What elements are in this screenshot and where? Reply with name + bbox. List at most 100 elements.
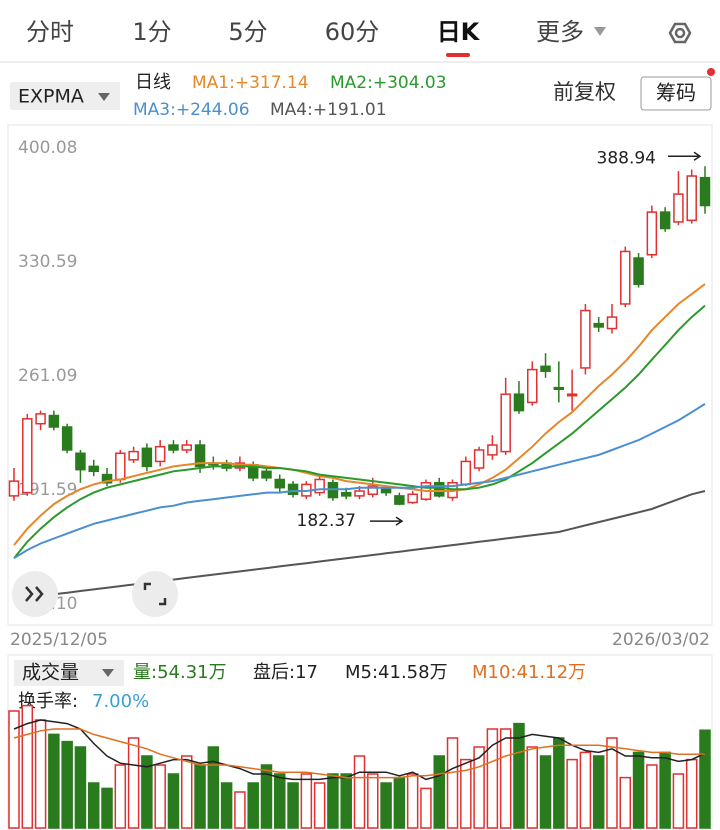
volume-bar xyxy=(646,764,658,829)
volume-bar xyxy=(486,728,499,829)
candle-body xyxy=(367,485,379,496)
volume-bar xyxy=(8,710,20,829)
adjust-button[interactable]: 前复权 xyxy=(553,80,616,104)
fullscreen-button[interactable] xyxy=(132,571,178,617)
candle-body xyxy=(620,250,631,305)
ma-line xyxy=(13,283,706,546)
volume-bar xyxy=(274,773,286,829)
candle-body xyxy=(606,316,618,330)
period: 日线 xyxy=(135,72,171,93)
candle-body xyxy=(633,257,644,286)
indicator[interactable]: EXPMA xyxy=(18,86,84,108)
volume-title[interactable]: 成交量 xyxy=(22,662,79,684)
tab[interactable]: 1分 xyxy=(132,18,171,46)
dropdown-arrow xyxy=(102,669,114,677)
volume-chart xyxy=(8,704,711,829)
candle-body xyxy=(699,176,711,207)
candle-body xyxy=(433,482,445,497)
tab-bar: 分时 1分 5分 60分 日K 更多 xyxy=(26,18,584,46)
y-tick-label: 191.59 xyxy=(18,480,77,500)
candle-body xyxy=(487,444,498,456)
candle-body xyxy=(274,478,286,489)
candle-body xyxy=(527,368,538,404)
volume-bar xyxy=(539,755,552,829)
max-label: 388.94 xyxy=(597,148,656,168)
candle-body xyxy=(354,490,365,497)
candle-body xyxy=(580,309,591,369)
volume-bar xyxy=(499,728,512,829)
volume-panel xyxy=(7,654,713,830)
volume-bar xyxy=(21,704,34,829)
candle-body xyxy=(566,393,578,397)
ma-line xyxy=(13,403,706,560)
volume-bar xyxy=(566,758,578,829)
volume-bar xyxy=(672,773,685,829)
chips-label[interactable]: 筹码 xyxy=(656,81,696,105)
volume-ma-line xyxy=(13,719,706,781)
volume-bar xyxy=(194,764,206,829)
tab[interactable]: 60分 xyxy=(325,18,380,46)
ma-label: MA3:+244.06 xyxy=(133,100,250,120)
candle-body xyxy=(500,393,511,453)
price-chart: 400.08330.59261.09191.59122.10388.94182.… xyxy=(8,138,711,614)
end-date: 2026/03/02 xyxy=(612,630,710,650)
volume-bar xyxy=(367,773,379,829)
volume-bar xyxy=(579,751,592,829)
candle-body xyxy=(194,444,206,468)
candle-body xyxy=(473,449,485,469)
candle-body xyxy=(75,452,86,471)
volume-bar xyxy=(114,764,127,829)
settings-icon[interactable] xyxy=(668,22,692,44)
volume-bar xyxy=(353,755,366,829)
candle-body xyxy=(22,418,33,494)
tab-underline xyxy=(446,53,470,57)
candle-body xyxy=(646,211,658,256)
candle-body xyxy=(380,488,392,494)
candle-body xyxy=(141,447,153,468)
zoom-button[interactable] xyxy=(12,571,58,617)
badge xyxy=(707,68,715,76)
volume-bar xyxy=(685,758,698,829)
volume-bar xyxy=(101,787,113,829)
candle-body xyxy=(261,470,272,479)
volume-bar xyxy=(446,737,459,829)
dropdown-arrow xyxy=(98,93,110,101)
candle-body xyxy=(686,175,697,222)
tab[interactable]: 分时 xyxy=(26,18,74,46)
ma-label: MA4:+191.01 xyxy=(270,100,387,120)
candle-body xyxy=(673,193,684,223)
m10-label: M10:41.12万 xyxy=(472,662,586,683)
chips-button[interactable] xyxy=(640,76,712,111)
volume-bar xyxy=(619,776,632,829)
volume-bar xyxy=(61,740,73,829)
volume-bar xyxy=(526,746,538,829)
volume-bar xyxy=(632,751,645,829)
volume-bar xyxy=(699,729,711,829)
volume-bar xyxy=(74,746,87,829)
volume-bar xyxy=(87,782,100,829)
volume-bar xyxy=(393,776,406,829)
candle-body xyxy=(460,460,472,486)
price-panel xyxy=(7,124,713,626)
volume-bar xyxy=(207,746,220,829)
tab[interactable]: 更多 xyxy=(536,18,584,46)
tab-active[interactable]: 日K xyxy=(437,18,481,46)
volume-bar xyxy=(406,773,419,829)
candle-body xyxy=(8,480,20,497)
volume-bar xyxy=(340,773,352,829)
candle-body xyxy=(88,465,99,473)
volume-bar xyxy=(313,782,326,829)
volume-bar xyxy=(606,737,618,829)
volume-bar xyxy=(48,733,60,829)
tab[interactable]: 5分 xyxy=(228,18,267,46)
volume-bar xyxy=(420,787,432,829)
candle-body xyxy=(314,478,325,494)
y-tick-label: 261.09 xyxy=(18,366,77,386)
turnover: 7.00% xyxy=(92,691,149,712)
candle-body xyxy=(287,483,299,496)
ma-line xyxy=(13,304,706,559)
volume-label: 量:54.31万 xyxy=(133,662,227,683)
ma-label: MA1:+317.14 xyxy=(192,73,309,93)
